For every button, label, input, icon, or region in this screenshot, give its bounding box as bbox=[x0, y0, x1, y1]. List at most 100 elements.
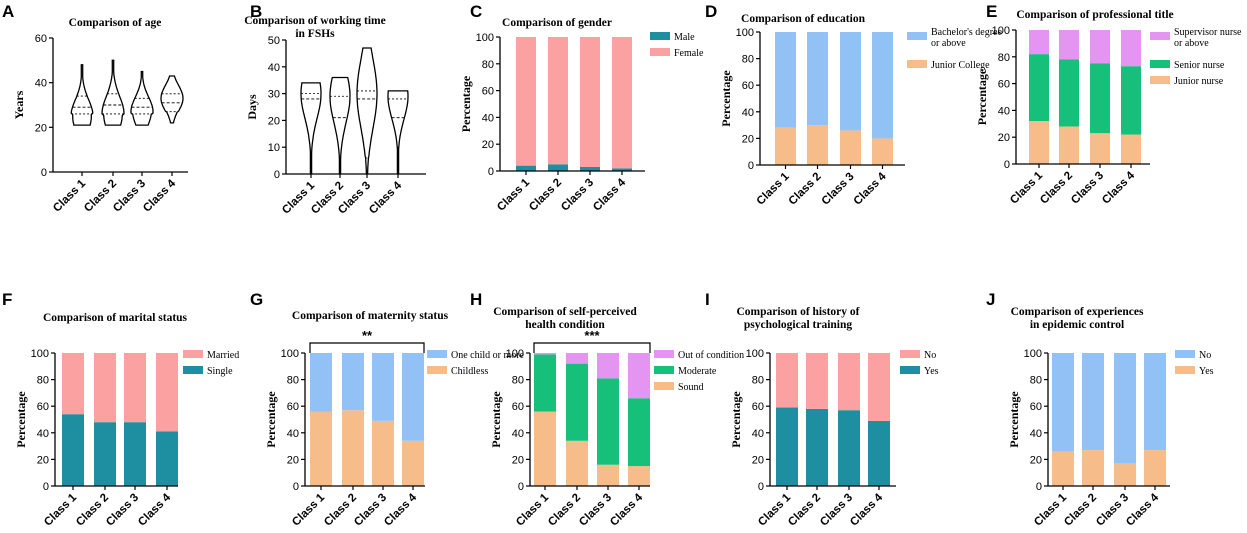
y-tick-label: 100 bbox=[281, 348, 299, 360]
chart-title: Comparison of experiences bbox=[1011, 306, 1144, 318]
bar-no-2 bbox=[1082, 353, 1104, 451]
panel-d: D Comparison of education Percentage Class … bbox=[705, 2, 1002, 208]
y-axis-label: Percentage bbox=[975, 68, 989, 125]
chart-title: health condition bbox=[525, 319, 605, 331]
bar-moderate-4 bbox=[628, 398, 650, 467]
bar-out-of-condition-3 bbox=[597, 353, 619, 379]
y-axis-label: Percentage bbox=[1007, 391, 1021, 448]
x-tick-label: Class 2 bbox=[527, 177, 564, 214]
x-tick-label: Class 1 bbox=[51, 177, 88, 214]
bar-sound-4 bbox=[628, 466, 650, 486]
bar-male-4 bbox=[612, 168, 632, 171]
x-tick-label: Class 2 bbox=[546, 492, 583, 528]
y-tick-label: 0 bbox=[41, 167, 47, 179]
bar-yes-1 bbox=[776, 407, 798, 486]
legend-label: One child or more bbox=[451, 350, 525, 361]
y-tick-label: 0 bbox=[274, 169, 280, 181]
y-tick-label: 0 bbox=[1036, 481, 1042, 493]
y-tick-label: 60 bbox=[287, 401, 299, 413]
y-axis-label: Percentage bbox=[264, 391, 278, 448]
violin-1 bbox=[70, 64, 94, 126]
legend-swatch bbox=[654, 366, 674, 374]
legend-label: Junior College bbox=[931, 60, 990, 71]
legend-label: Sound bbox=[678, 382, 704, 393]
panel-label: C bbox=[470, 2, 482, 21]
y-tick-label: 80 bbox=[1030, 375, 1042, 387]
panel-f: F Comparison of marital status Percentage C… bbox=[2, 290, 239, 529]
panel-label: J bbox=[986, 290, 995, 309]
legend-label: Male bbox=[674, 32, 695, 43]
y-axis-label: Days bbox=[245, 94, 259, 120]
y-tick-label: 0 bbox=[293, 481, 299, 493]
y-tick-label: 60 bbox=[1030, 401, 1042, 413]
y-axis-label: Percentage bbox=[459, 75, 473, 132]
x-tick-label: Class 2 bbox=[787, 171, 824, 208]
legend-swatch bbox=[900, 350, 920, 358]
y-tick-label: 80 bbox=[287, 375, 299, 387]
y-tick-label: 100 bbox=[31, 348, 49, 360]
y-tick-label: 40 bbox=[482, 112, 494, 124]
bar-married-3 bbox=[124, 353, 146, 423]
y-tick-label: 60 bbox=[998, 79, 1010, 91]
x-tick-label: Class 2 bbox=[786, 492, 823, 528]
bar-single-3 bbox=[124, 422, 146, 486]
bar-male-1 bbox=[516, 165, 536, 171]
y-tick-label: 100 bbox=[1024, 348, 1042, 360]
y-tick-label: 100 bbox=[736, 27, 754, 39]
panel-g: G Comparison of maternity status Percentag… bbox=[250, 290, 525, 529]
bar-bachelor-s-degree-or-above-3 bbox=[840, 32, 861, 131]
legend-swatch bbox=[907, 32, 927, 40]
bar-female-4 bbox=[612, 37, 632, 169]
y-tick-label: 80 bbox=[482, 59, 494, 71]
bar-sound-2 bbox=[566, 440, 588, 486]
legend-swatch bbox=[650, 32, 670, 40]
chart-title: Comparison of marital status bbox=[43, 312, 188, 324]
bar-senior-nurse-2 bbox=[1059, 59, 1079, 127]
legend-swatch bbox=[1150, 60, 1170, 68]
y-tick-label: 60 bbox=[37, 401, 49, 413]
y-tick-label: 40 bbox=[742, 107, 754, 119]
y-tick-label: 0 bbox=[518, 481, 524, 493]
bar-one-child-or-more-1 bbox=[310, 353, 332, 412]
x-tick-label: Class 4 bbox=[848, 491, 885, 528]
bar-junior-nurse-3 bbox=[1090, 133, 1110, 164]
y-tick-label: 40 bbox=[998, 105, 1010, 117]
x-tick-label: Class 3 bbox=[577, 492, 614, 528]
legend-label: Junior nurse bbox=[1174, 76, 1224, 87]
violin-2 bbox=[329, 76, 351, 175]
y-tick-label: 20 bbox=[752, 454, 764, 466]
y-axis-label: Percentage bbox=[14, 391, 28, 448]
panel-label: F bbox=[2, 290, 12, 309]
legend-label: Supervisor nurse bbox=[1174, 27, 1242, 38]
legend-label: Yes bbox=[924, 366, 939, 377]
y-tick-label: 20 bbox=[37, 454, 49, 466]
bar-no-1 bbox=[1052, 353, 1074, 452]
legend-swatch bbox=[1150, 32, 1170, 40]
panel-e: E Comparison of professional title Percent… bbox=[975, 2, 1242, 207]
legend-label: No bbox=[1199, 350, 1211, 361]
x-tick-label: Class 4 bbox=[136, 491, 173, 528]
legend-swatch bbox=[654, 382, 674, 390]
bar-junior-nurse-4 bbox=[1121, 134, 1141, 164]
y-tick-label: 60 bbox=[35, 33, 47, 45]
bar-single-1 bbox=[62, 414, 84, 486]
bar-yes-1 bbox=[1052, 451, 1074, 486]
bar-married-2 bbox=[94, 353, 116, 423]
legend-swatch bbox=[183, 350, 203, 358]
chart-title: Comparison of self-perceived bbox=[493, 306, 637, 318]
legend-swatch bbox=[654, 350, 674, 358]
x-tick-label: Class 4 bbox=[367, 179, 404, 216]
legend-swatch bbox=[650, 48, 670, 56]
bar-female-1 bbox=[516, 37, 536, 166]
y-tick-label: 100 bbox=[476, 32, 494, 44]
y-tick-label: 100 bbox=[992, 25, 1010, 37]
bar-junior-college-3 bbox=[840, 130, 861, 165]
bar-one-child-or-more-4 bbox=[402, 353, 424, 441]
y-tick-label: 60 bbox=[742, 80, 754, 92]
bar-female-3 bbox=[580, 37, 600, 167]
bar-supervisor-nurse-or-above-1 bbox=[1029, 30, 1049, 55]
bar-yes-3 bbox=[838, 410, 860, 486]
bar-male-3 bbox=[580, 166, 600, 171]
